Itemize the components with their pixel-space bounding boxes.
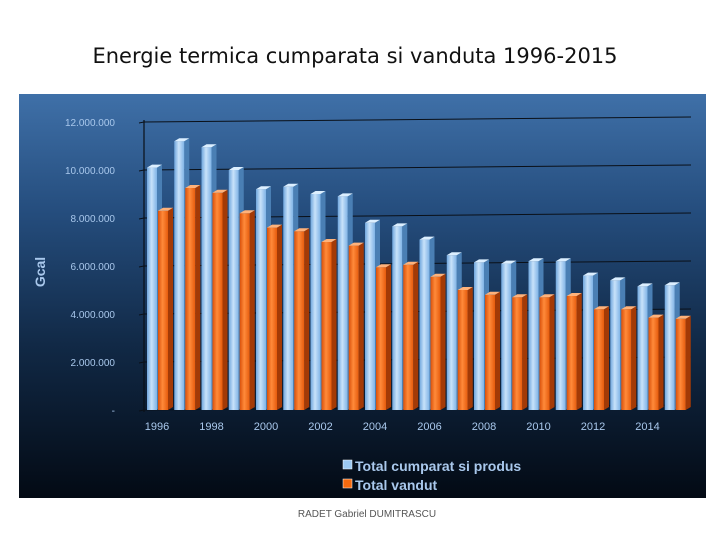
x-tick-label: 2012 (581, 421, 605, 433)
gridline-depth (138, 169, 145, 172)
bar-total-vandut (566, 293, 582, 410)
bar-total-vandut (239, 210, 255, 410)
bar-total-vandut (321, 239, 337, 410)
slide-title: Energie termica cumparata si vanduta 199… (92, 44, 618, 68)
chart-panel: - 2.000.000 4.000.000 6.000.000 8.000.000 10.… (19, 94, 706, 498)
legend: Total cumparat si produs Total vandut (342, 458, 521, 493)
x-tick-label: 2004 (363, 421, 387, 433)
bar-total-vandut (539, 294, 555, 410)
bars (147, 138, 691, 410)
bar-total-vandut (675, 315, 691, 410)
x-tick-label: 2000 (254, 421, 278, 433)
bar-chart: - 2.000.000 4.000.000 6.000.000 8.000.000 10.… (32, 116, 692, 493)
y-tick-label: 8.000.000 (71, 214, 116, 225)
bar-total-vandut (403, 261, 419, 410)
bar-total-vandut (294, 228, 310, 410)
bar-total-vandut (430, 273, 446, 410)
gridline-depth (138, 409, 145, 412)
bar-total-vandut (648, 314, 664, 410)
footer-text: RADET Gabriel DUMITRASCU (297, 509, 437, 520)
x-tick-label: 2006 (417, 421, 441, 433)
bar-total-vandut (621, 306, 637, 410)
legend-swatch-total-cumparat (342, 459, 353, 470)
x-tick-label: 2014 (635, 421, 659, 433)
gridline-depth (138, 361, 145, 364)
gridline (143, 164, 692, 171)
bar-total-vandut (348, 242, 364, 410)
bar-total-vandut (212, 189, 228, 410)
y-tick-label: 12.000.000 (65, 118, 115, 129)
gridline (143, 116, 692, 123)
y-tick-label: - (112, 406, 115, 417)
x-tick-label: 1996 (145, 421, 169, 433)
x-tick-label: 1998 (199, 421, 223, 433)
gridline-depth (138, 121, 145, 124)
y-tick-label: 4.000.000 (71, 310, 116, 321)
bar-total-vandut (457, 287, 473, 410)
y-tick-label: 6.000.000 (71, 262, 116, 273)
bar-total-vandut (376, 264, 391, 410)
bar-total-vandut (267, 224, 282, 410)
gridline-depth (138, 313, 145, 316)
legend-label-total-cumparat: Total cumparat si produs (355, 458, 521, 474)
bar-total-vandut (185, 185, 201, 410)
bar-total-vandut (512, 294, 528, 410)
bar-total-vandut (594, 306, 609, 410)
x-tick-label: 2008 (472, 421, 496, 433)
gridline-depth (138, 217, 145, 220)
x-tick-label: 2002 (308, 421, 332, 433)
y-axis-title: Gcal (32, 257, 48, 287)
bar-total-vandut (158, 207, 173, 410)
legend-label-total-vandut: Total vandut (355, 477, 438, 493)
bar-total-vandut (485, 291, 500, 410)
legend-swatch-total-vandut (342, 478, 353, 489)
gridline-depth (138, 265, 145, 268)
y-tick-label: 10.000.000 (65, 166, 115, 177)
y-axis-ticks: - 2.000.000 4.000.000 6.000.000 8.000.000 10.… (65, 118, 115, 417)
x-axis-ticks: 1996 1998 2000 2002 2004 2006 2008 2010 2012 2014 (145, 421, 660, 433)
x-tick-label: 2010 (526, 421, 550, 433)
y-tick-label: 2.000.000 (71, 358, 116, 369)
